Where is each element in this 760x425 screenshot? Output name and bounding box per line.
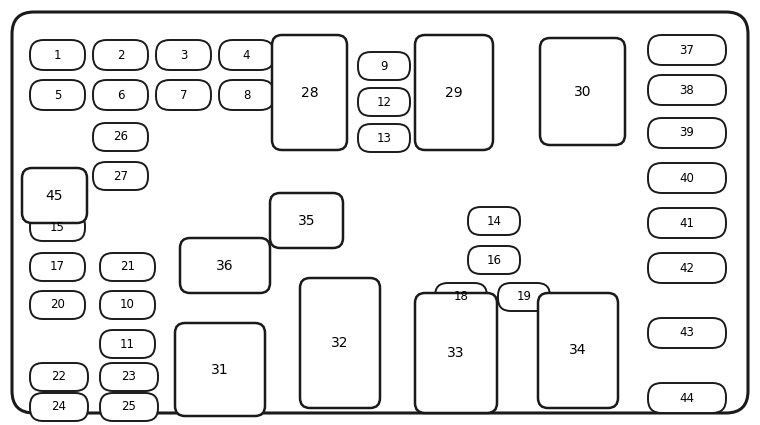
Text: 41: 41 bbox=[679, 216, 695, 230]
Text: 37: 37 bbox=[679, 43, 695, 57]
Text: 29: 29 bbox=[445, 85, 463, 99]
Text: 22: 22 bbox=[52, 371, 67, 383]
FancyBboxPatch shape bbox=[468, 207, 520, 235]
Text: 6: 6 bbox=[117, 88, 124, 102]
FancyBboxPatch shape bbox=[180, 238, 270, 293]
Text: 40: 40 bbox=[679, 172, 695, 184]
Text: 7: 7 bbox=[180, 88, 187, 102]
FancyBboxPatch shape bbox=[30, 80, 85, 110]
Text: 45: 45 bbox=[46, 189, 63, 202]
Text: 24: 24 bbox=[52, 400, 67, 414]
FancyBboxPatch shape bbox=[648, 75, 726, 105]
Text: 32: 32 bbox=[331, 336, 349, 350]
FancyBboxPatch shape bbox=[30, 253, 85, 281]
FancyBboxPatch shape bbox=[648, 253, 726, 283]
FancyBboxPatch shape bbox=[93, 123, 148, 151]
FancyBboxPatch shape bbox=[100, 253, 155, 281]
Text: 23: 23 bbox=[122, 371, 137, 383]
Text: 8: 8 bbox=[242, 88, 250, 102]
FancyBboxPatch shape bbox=[540, 38, 625, 145]
FancyBboxPatch shape bbox=[93, 162, 148, 190]
FancyBboxPatch shape bbox=[648, 163, 726, 193]
FancyBboxPatch shape bbox=[30, 40, 85, 70]
FancyBboxPatch shape bbox=[93, 80, 148, 110]
FancyBboxPatch shape bbox=[415, 35, 493, 150]
FancyBboxPatch shape bbox=[93, 40, 148, 70]
FancyBboxPatch shape bbox=[300, 278, 380, 408]
FancyBboxPatch shape bbox=[648, 318, 726, 348]
Text: 30: 30 bbox=[574, 85, 591, 99]
FancyBboxPatch shape bbox=[272, 35, 347, 150]
Text: 10: 10 bbox=[120, 298, 135, 312]
Text: 2: 2 bbox=[117, 48, 124, 62]
Text: 3: 3 bbox=[180, 48, 187, 62]
Text: 27: 27 bbox=[113, 170, 128, 182]
Text: 17: 17 bbox=[50, 261, 65, 274]
Text: 43: 43 bbox=[679, 326, 695, 340]
FancyBboxPatch shape bbox=[30, 363, 88, 391]
FancyBboxPatch shape bbox=[100, 393, 158, 421]
Text: 34: 34 bbox=[569, 343, 587, 357]
FancyBboxPatch shape bbox=[498, 283, 550, 311]
Text: 33: 33 bbox=[447, 346, 465, 360]
FancyBboxPatch shape bbox=[648, 383, 726, 413]
Text: 26: 26 bbox=[113, 130, 128, 144]
Text: 14: 14 bbox=[486, 215, 502, 227]
FancyBboxPatch shape bbox=[100, 330, 155, 358]
Text: 9: 9 bbox=[380, 60, 388, 73]
Text: 4: 4 bbox=[242, 48, 250, 62]
Text: 38: 38 bbox=[679, 83, 695, 96]
Text: 18: 18 bbox=[454, 291, 468, 303]
Text: 1: 1 bbox=[54, 48, 62, 62]
FancyBboxPatch shape bbox=[30, 291, 85, 319]
FancyBboxPatch shape bbox=[648, 118, 726, 148]
FancyBboxPatch shape bbox=[538, 293, 618, 408]
Text: 44: 44 bbox=[679, 391, 695, 405]
FancyBboxPatch shape bbox=[30, 393, 88, 421]
FancyBboxPatch shape bbox=[219, 40, 274, 70]
FancyBboxPatch shape bbox=[219, 80, 274, 110]
Text: 35: 35 bbox=[298, 213, 315, 227]
Text: 42: 42 bbox=[679, 261, 695, 275]
FancyBboxPatch shape bbox=[175, 323, 265, 416]
Text: 36: 36 bbox=[216, 258, 234, 272]
FancyBboxPatch shape bbox=[156, 80, 211, 110]
FancyBboxPatch shape bbox=[30, 213, 85, 241]
FancyBboxPatch shape bbox=[358, 52, 410, 80]
Text: 19: 19 bbox=[517, 291, 531, 303]
Text: 20: 20 bbox=[50, 298, 65, 312]
FancyBboxPatch shape bbox=[270, 193, 343, 248]
FancyBboxPatch shape bbox=[468, 246, 520, 274]
FancyBboxPatch shape bbox=[100, 291, 155, 319]
FancyBboxPatch shape bbox=[156, 40, 211, 70]
Text: 12: 12 bbox=[376, 96, 391, 108]
Text: 21: 21 bbox=[120, 261, 135, 274]
Text: 39: 39 bbox=[679, 127, 695, 139]
Text: 13: 13 bbox=[376, 131, 391, 144]
FancyBboxPatch shape bbox=[358, 124, 410, 152]
FancyBboxPatch shape bbox=[22, 168, 87, 223]
FancyBboxPatch shape bbox=[435, 283, 487, 311]
FancyBboxPatch shape bbox=[648, 35, 726, 65]
FancyBboxPatch shape bbox=[415, 293, 497, 413]
Text: 25: 25 bbox=[122, 400, 137, 414]
FancyBboxPatch shape bbox=[648, 208, 726, 238]
Text: 11: 11 bbox=[120, 337, 135, 351]
FancyBboxPatch shape bbox=[358, 88, 410, 116]
Text: 15: 15 bbox=[50, 221, 65, 233]
Text: 5: 5 bbox=[54, 88, 62, 102]
FancyBboxPatch shape bbox=[100, 363, 158, 391]
FancyBboxPatch shape bbox=[12, 12, 748, 413]
Text: 28: 28 bbox=[301, 85, 318, 99]
Text: 31: 31 bbox=[211, 363, 229, 377]
Text: 16: 16 bbox=[486, 253, 502, 266]
